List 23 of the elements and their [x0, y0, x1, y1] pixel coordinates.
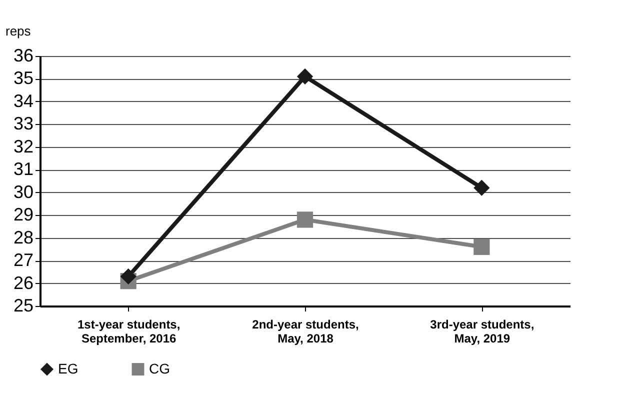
y-tick-label: 28: [13, 227, 34, 248]
y-tick-label: 30: [13, 182, 34, 202]
point: [474, 238, 490, 255]
y-tick-label: 35: [13, 68, 34, 88]
y-tick-label: 32: [13, 136, 34, 156]
y-tick-label: 25: [13, 296, 34, 316]
y-tick-label: 31: [13, 159, 34, 180]
legend-label: EG: [58, 360, 78, 376]
y-tick-label: 29: [13, 204, 34, 225]
point: [474, 180, 490, 196]
point: [296, 68, 314, 85]
point: [296, 212, 314, 228]
y-tick-label: 34: [13, 90, 34, 111]
y-tick-label: 33: [13, 114, 34, 134]
legend-label: CG: [149, 360, 170, 376]
x-tick-label: 3rd-year students, May, 2019: [430, 318, 534, 346]
x-tick-label: 1st-year students, September, 2016: [77, 318, 180, 346]
y-tick-label: 27: [13, 250, 34, 270]
y-tick-label: 36: [13, 46, 34, 66]
y-tick-label: 26: [13, 272, 34, 293]
y-axis-title: reps: [6, 24, 32, 38]
point: [120, 268, 136, 285]
x-tick-label: 2nd-year students, May, 2018: [252, 318, 359, 346]
